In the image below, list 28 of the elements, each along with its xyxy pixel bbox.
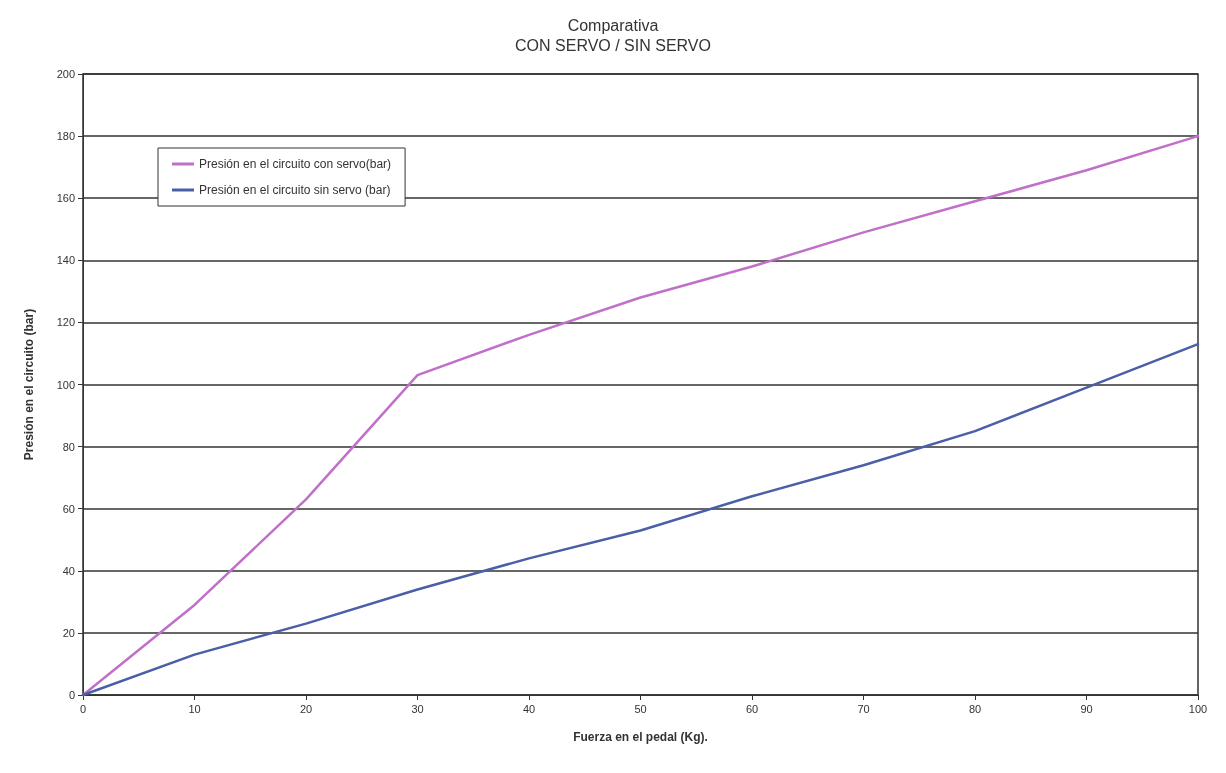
y-tick-label: 100 — [56, 378, 75, 391]
y-tick-label: 120 — [56, 316, 75, 329]
x-tick-label: 100 — [1188, 702, 1208, 715]
y-tick-label: 80 — [62, 440, 75, 453]
y-tick-label: 140 — [56, 254, 75, 267]
x-tick-label: 30 — [411, 702, 424, 715]
y-tick-label: 40 — [62, 564, 75, 577]
y-tick-label: 200 — [56, 68, 75, 80]
y-tick-label: 180 — [56, 130, 75, 143]
legend-label: Presión en el circuito con servo(bar) — [199, 157, 392, 171]
x-tick-label: 10 — [188, 702, 201, 715]
y-axis-title: Presión en el circuito (bar) — [22, 308, 36, 461]
x-tick-label: 0 — [79, 702, 87, 715]
chart-title: Comparativa — [567, 16, 659, 34]
x-tick-label: 60 — [745, 702, 759, 715]
x-tick-label: 70 — [857, 702, 870, 715]
y-tick-label: 0 — [68, 689, 75, 701]
x-tick-label: 50 — [634, 702, 647, 715]
y-tick-label: 160 — [56, 192, 75, 205]
x-tick-label: 40 — [522, 702, 536, 715]
chart-subtitle: CON SERVO / SIN SERVO — [515, 36, 711, 54]
x-axis-title: Fuerza en el pedal (Kg). — [573, 730, 708, 744]
legend-label: Presión en el circuito sin servo (bar) — [199, 183, 391, 197]
y-tick-label: 20 — [62, 626, 75, 639]
x-tick-label: 80 — [968, 702, 982, 715]
x-tick-label: 20 — [299, 702, 313, 715]
y-tick-label: 60 — [62, 502, 75, 515]
x-tick-label: 90 — [1080, 702, 1093, 715]
